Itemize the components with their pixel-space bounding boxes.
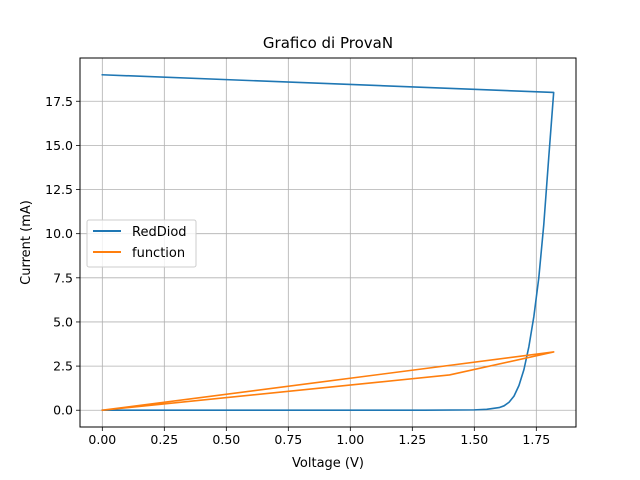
legend: RedDiod function [86,219,197,268]
grid [80,58,576,427]
y-axis-label: Current (mA) [19,200,34,285]
series-layer [101,73,555,412]
x-tick-label: 0.00 [88,432,116,447]
series-line-reddiod [101,73,555,412]
y-tick-label: 5.0 [53,314,73,329]
y-tick-label: 17.5 [45,94,73,109]
legend-label-function: function [132,246,185,261]
x-tick-label: 0.50 [212,432,240,447]
y-tick-label: 15.0 [45,138,73,153]
y-tick-label: 12.5 [45,182,73,197]
series-line-function [101,351,555,412]
x-tick-label: 0.75 [274,432,302,447]
x-tick-label: 1.75 [522,432,550,447]
x-tick-label: 1.00 [336,432,364,447]
y-tick-label: 0.0 [53,403,73,418]
x-tick-label: 1.50 [460,432,488,447]
x-tick-label: 1.25 [398,432,426,447]
plot-frame [79,57,577,428]
chart-title: Grafico di ProvaN [263,34,393,52]
x-tick-label: 0.25 [150,432,178,447]
y-tick-label: 10.0 [45,226,73,241]
x-axis-label: Voltage (V) [292,456,364,471]
legend-label-reddiod: RedDiod [132,225,187,240]
y-tick-label: 2.5 [53,359,73,374]
ticks: 0.00 0.25 0.50 0.75 1.00 1.25 1.50 1.75 0.0 2.5 5.… [45,94,550,447]
y-tick-label: 7.5 [53,270,73,285]
